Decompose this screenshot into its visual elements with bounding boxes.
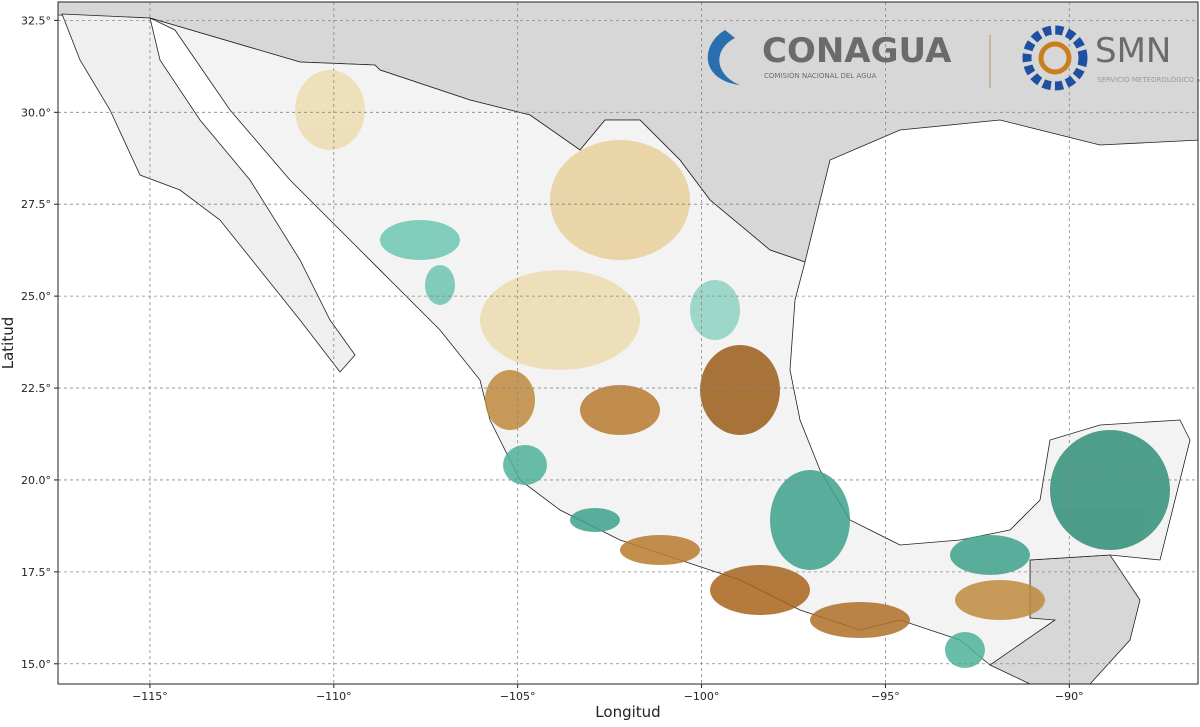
baja-california — [61, 13, 356, 373]
x-tick-label: −110° — [316, 690, 352, 703]
y-tick-label: 22.5° — [21, 382, 51, 395]
x-tick-label: −115° — [132, 690, 168, 703]
y-tick-label: 15.0° — [21, 658, 51, 671]
smn-icon-core — [1038, 41, 1072, 75]
conagua-title: CONAGUA — [762, 31, 952, 71]
conagua-logo: CONAGUA COMISIÓN NACIONAL DEL AGUA SMN S… — [707, 25, 1200, 91]
smn-title: SMN — [1095, 31, 1171, 71]
conagua-icon — [707, 30, 740, 85]
precip-anomaly — [295, 70, 1170, 668]
mexico-mainland — [149, 17, 1191, 666]
y-axis-label: Latitud — [0, 317, 17, 370]
map-area — [58, 2, 1198, 684]
y-tick-label: 32.5° — [21, 14, 51, 27]
x-tick-label: −105° — [500, 690, 536, 703]
x-axis-label: Longitud — [595, 703, 660, 721]
y-tick-label: 27.5° — [21, 198, 51, 211]
y-tick-label: 20.0° — [21, 474, 51, 487]
x-tick-label: −90° — [1055, 690, 1084, 703]
x-tick-label: −100° — [684, 690, 720, 703]
axes-frame — [57, 1, 1199, 685]
y-tick-label: 30.0° — [21, 106, 51, 119]
smn-icon — [1022, 25, 1088, 91]
y-tick-label: 17.5° — [21, 566, 51, 579]
conagua-subtitle: COMISIÓN NACIONAL DEL AGUA — [764, 71, 877, 80]
smn-subtitle: SERVICIO METEOROLÓGICO NACIONAL — [1097, 75, 1200, 84]
y-tick-label: 25.0° — [21, 290, 51, 303]
x-tick-label: −95° — [871, 690, 900, 703]
